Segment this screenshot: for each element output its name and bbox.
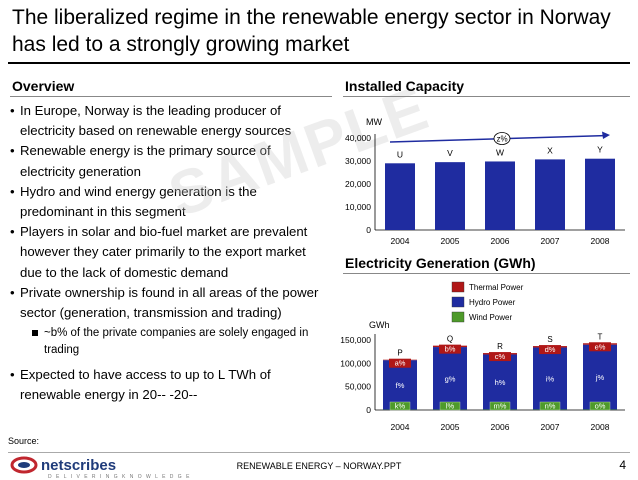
electricity-generation-heading: Electricity Generation (GWh) [345, 255, 536, 271]
hydro-share-label: f% [396, 381, 405, 390]
bar-2006 [485, 161, 515, 230]
bar-2005 [435, 162, 465, 230]
y-tick-label: 50,000 [345, 382, 371, 392]
bar-2004 [385, 163, 415, 230]
bar-data-label: X [547, 145, 553, 155]
overview-bullets: In Europe, Norway is the leading produce… [10, 101, 328, 406]
y-axis-unit-label: MW [366, 117, 382, 127]
y-tick-label: 20,000 [345, 179, 371, 189]
bar-2007 [535, 159, 565, 230]
installed-capacity-rule [343, 96, 630, 97]
y-tick-label: 40,000 [345, 133, 371, 143]
hydro-share-label: i% [546, 375, 555, 384]
legend-label: Thermal Power [469, 283, 524, 292]
footer-filename: RENEWABLE ENERGY – NORWAY.PPT [0, 461, 638, 471]
growth-arrow-head [602, 132, 610, 140]
bullet-item: Players in solar and bio-fuel market are… [10, 222, 328, 283]
installed-capacity-chart: MW 0 10,000 20,000 30,000 40,000 U 2004 V 2005 W 20… [335, 112, 630, 252]
bullet-item: Expected to have access to up to L TWh o… [10, 365, 328, 405]
x-tick-label: 2006 [491, 236, 510, 246]
total-label: R [497, 342, 503, 351]
bullet-item: Private ownership is found in all areas … [10, 283, 328, 323]
installed-capacity-heading: Installed Capacity [345, 78, 464, 94]
legend-label: Wind Power [469, 313, 512, 322]
x-tick-label: 2007 [541, 236, 560, 246]
bar-data-label: U [397, 149, 403, 159]
bar-data-label: V [447, 148, 453, 158]
legend-swatch [452, 312, 464, 322]
legend-swatch [452, 282, 464, 292]
wind-share-label: l% [446, 402, 455, 411]
thermal-share-label: e% [595, 342, 606, 351]
thermal-share-label: b% [445, 345, 456, 354]
y-tick-label: 0 [366, 225, 371, 235]
y-tick-label: 30,000 [345, 156, 371, 166]
total-label: S [547, 335, 552, 344]
total-label: Q [447, 335, 453, 344]
x-tick-label: 2004 [391, 422, 410, 432]
x-tick-label: 2006 [491, 422, 510, 432]
wind-share-label: n% [545, 402, 556, 411]
electricity-generation-rule [343, 273, 630, 274]
x-tick-label: 2005 [441, 422, 460, 432]
sub-bullet-item: ~b% of the private companies are solely … [10, 325, 328, 359]
title-divider [8, 62, 630, 64]
x-tick-label: 2005 [441, 236, 460, 246]
hydro-share-label: g% [445, 374, 456, 383]
wind-share-label: m% [494, 402, 507, 411]
wind-share-label: k% [395, 402, 406, 411]
wind-share-label: o% [595, 402, 606, 411]
thermal-share-label: c% [495, 352, 506, 361]
thermal-share-label: a% [395, 359, 406, 368]
overview-rule [10, 96, 332, 97]
y-tick-label: 100,000 [340, 358, 371, 368]
total-label: T [598, 332, 603, 341]
bar-data-label: W [496, 147, 504, 157]
bullet-item: In Europe, Norway is the leading produce… [10, 101, 328, 141]
x-tick-label: 2008 [591, 236, 610, 246]
x-tick-label: 2004 [391, 236, 410, 246]
slide-title: The liberalized regime in the renewable … [12, 4, 612, 58]
bullet-item: Renewable energy is the primary source o… [10, 141, 328, 181]
footer-divider [8, 452, 630, 453]
bar-data-label: Y [597, 145, 603, 155]
bullet-item: Hydro and wind energy generation is the … [10, 182, 328, 222]
page-number: 4 [619, 458, 626, 472]
x-tick-label: 2007 [541, 422, 560, 432]
hydro-share-label: j% [595, 373, 605, 382]
x-tick-label: 2008 [591, 422, 610, 432]
bar-2008 [585, 159, 615, 230]
legend-label: Hydro Power [469, 298, 516, 307]
thermal-share-label: d% [545, 345, 556, 354]
legend-swatch [452, 297, 464, 307]
overview-heading: Overview [12, 78, 74, 94]
y-axis-unit-label: GWh [369, 320, 390, 330]
growth-label: z% [496, 135, 507, 144]
total-label: P [397, 349, 402, 358]
y-tick-label: 0 [366, 405, 371, 415]
y-tick-label: 10,000 [345, 202, 371, 212]
source-note: Source: [8, 436, 39, 446]
hydro-share-label: h% [495, 378, 506, 387]
electricity-generation-chart: GWh 0 50,000 100,000 150,000 Thermal Power Hyd… [335, 278, 630, 436]
y-tick-label: 150,000 [340, 335, 371, 345]
logo-tagline: D E L I V E R I N G K N O W L E D G E [48, 474, 191, 480]
